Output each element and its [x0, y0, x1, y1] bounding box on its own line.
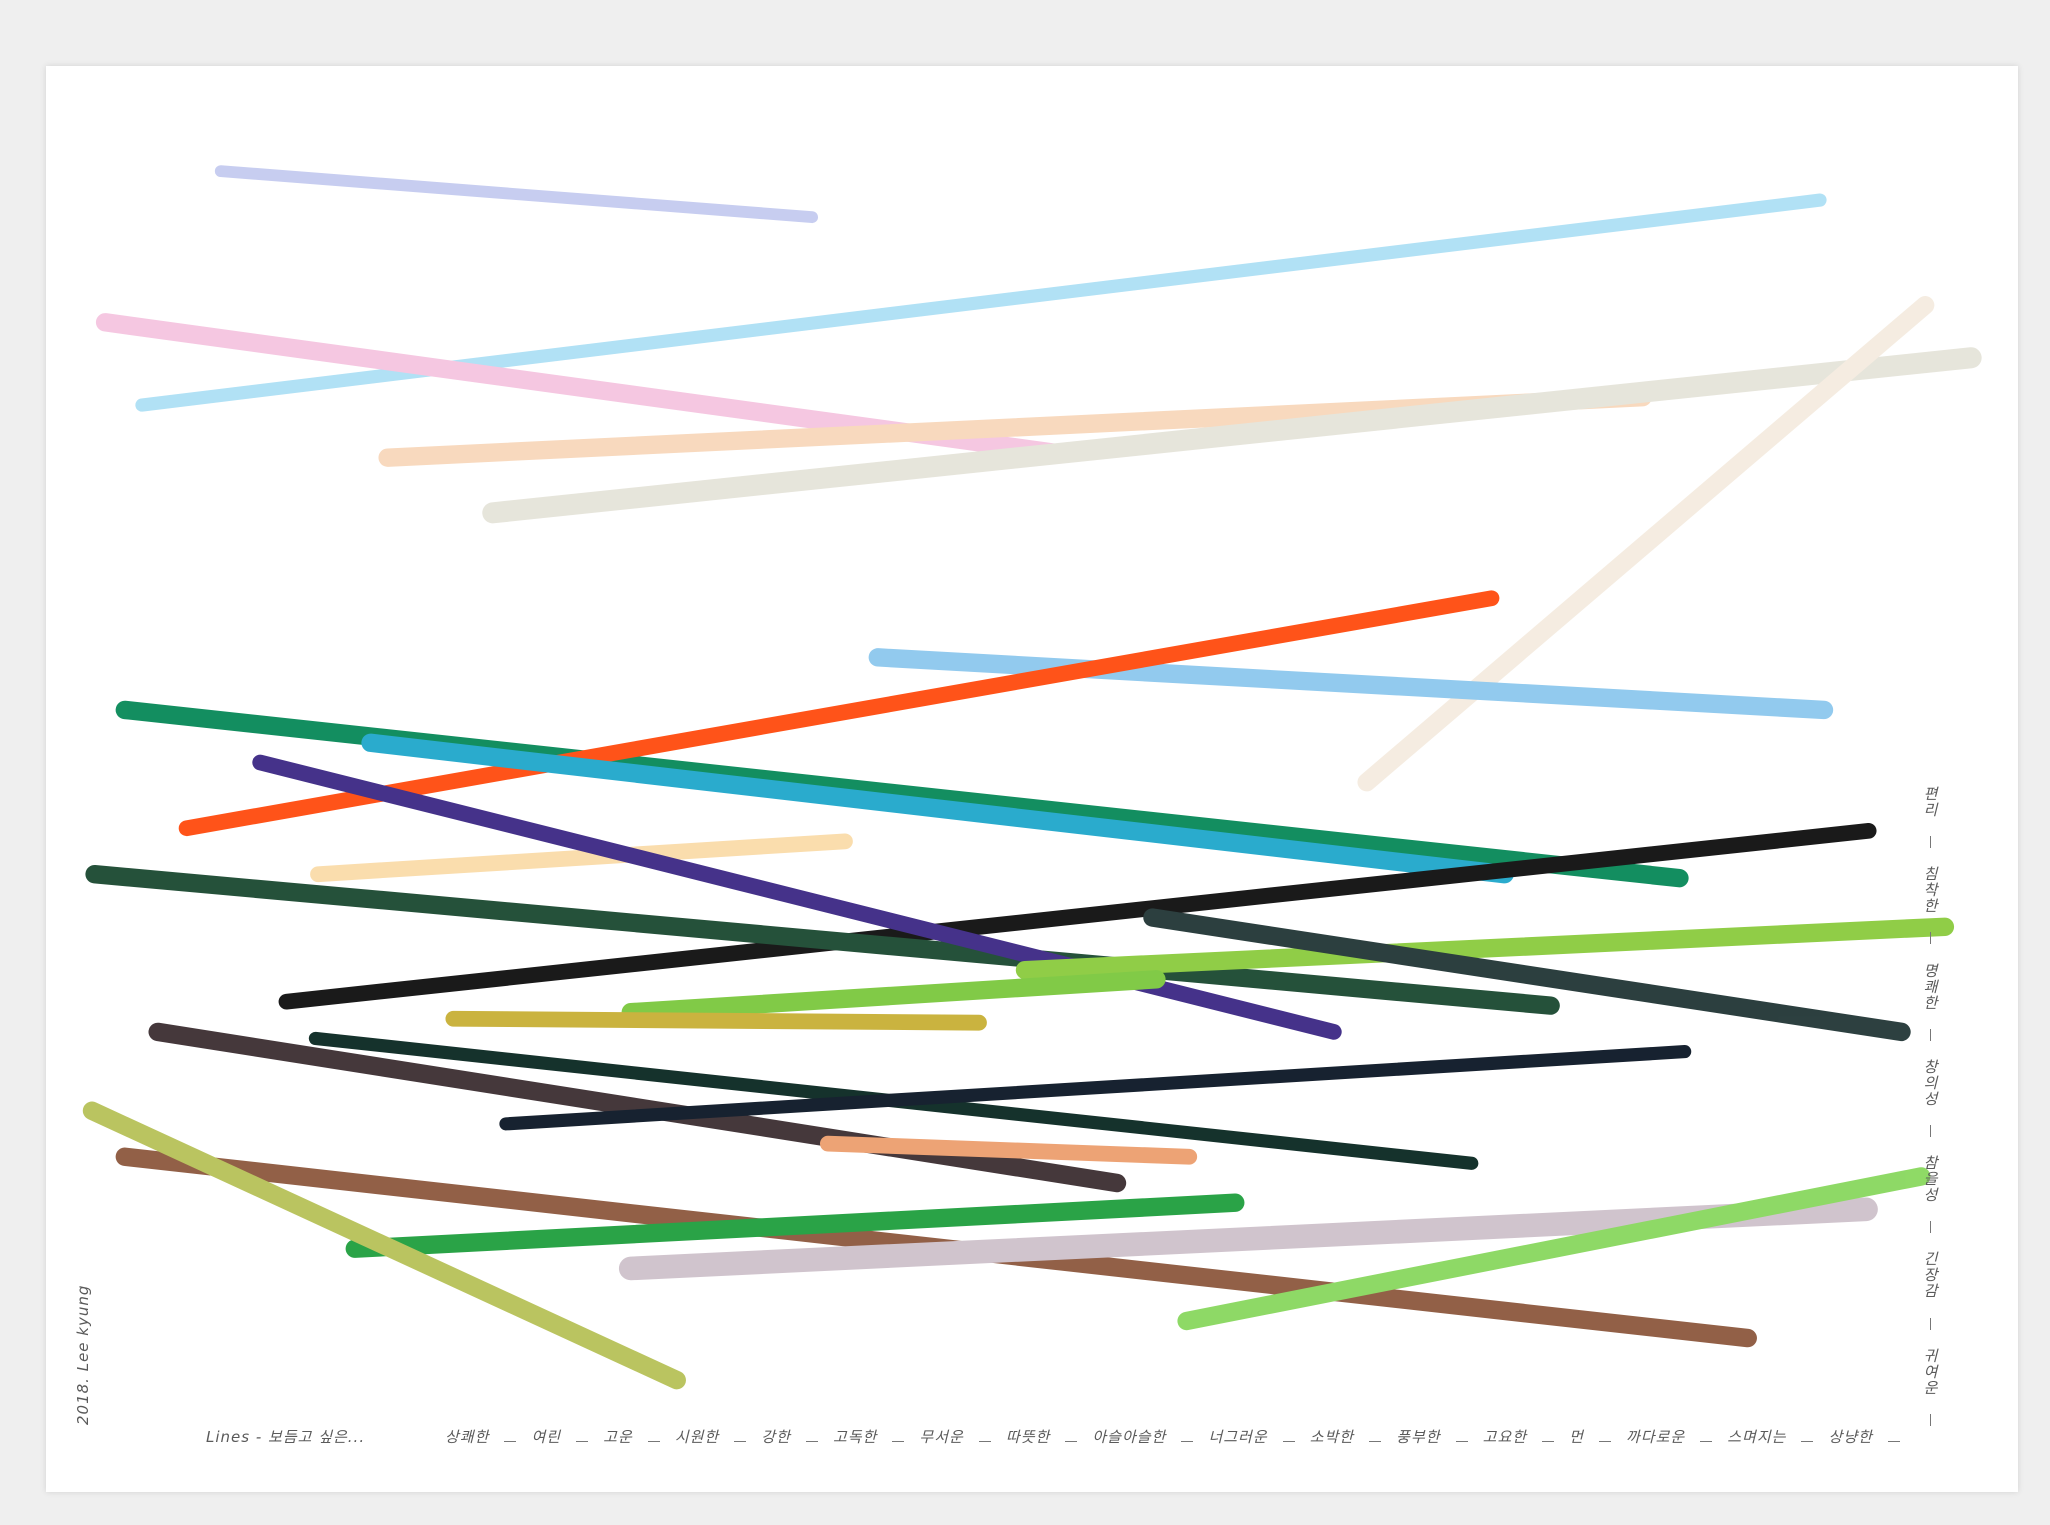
- word: 따뜻한: [1005, 1428, 1051, 1446]
- word: 먼: [1569, 1428, 1584, 1446]
- brush-stroke: [1015, 917, 1955, 980]
- separator: [1930, 836, 1931, 849]
- separator: [1455, 1441, 1468, 1442]
- brush-stroke: [310, 833, 853, 883]
- word: 명쾌한: [1921, 962, 1939, 1011]
- separator: [576, 1441, 589, 1442]
- separator: [1887, 1441, 1900, 1442]
- brush-stroke: [868, 648, 1834, 720]
- brush-stroke: [85, 865, 1560, 1015]
- word: 풍부한: [1396, 1428, 1441, 1446]
- word: 참을성: [1921, 1155, 1939, 1204]
- separator: [1700, 1441, 1713, 1442]
- word: 강한: [761, 1428, 791, 1446]
- separator: [1598, 1441, 1611, 1442]
- brush-stroke: [345, 1193, 1245, 1258]
- word: 상쾌한: [445, 1428, 490, 1446]
- brush-stroke: [499, 1045, 1692, 1131]
- separator: [1542, 1441, 1555, 1442]
- word: 너그러운: [1208, 1428, 1268, 1446]
- separator: [805, 1441, 818, 1442]
- brush-stroke: [135, 193, 1827, 412]
- caption: Lines - 보듬고 싶은...: [206, 1428, 366, 1446]
- separator: [1930, 1317, 1931, 1330]
- separator: [1930, 1124, 1931, 1137]
- word: 스며지는: [1727, 1428, 1787, 1446]
- word: 편리: [1921, 786, 1939, 818]
- brush-stroke: [445, 1010, 987, 1031]
- separator: [892, 1441, 905, 1442]
- separator: [1181, 1441, 1194, 1442]
- separator: [1369, 1441, 1382, 1442]
- word: 귀여운: [1921, 1347, 1939, 1396]
- brush-stroke: [148, 1022, 1127, 1193]
- signature: 2018. Lee kyung: [74, 1284, 92, 1425]
- word: 고운: [603, 1428, 633, 1446]
- word-row: 상쾌한 여린 고운 시원한 강한 고독한 무서운 따뜻한 아슬아슬한 너그러운 소박한 풍부한 고요한 먼…: [445, 1426, 1900, 1447]
- brush-stroke: [1357, 295, 1935, 792]
- word: 상냥한: [1828, 1428, 1873, 1446]
- brush-stroke: [361, 733, 1514, 884]
- word: 시원한: [674, 1428, 720, 1446]
- word: 긴장감: [1921, 1251, 1939, 1300]
- word: 여린: [531, 1428, 562, 1446]
- separator: [1065, 1441, 1078, 1442]
- separator: [504, 1441, 517, 1442]
- brush-stroke: [621, 970, 1166, 1022]
- separator: [1930, 1221, 1931, 1234]
- separator: [1801, 1441, 1814, 1442]
- word: 침착한: [1921, 866, 1939, 915]
- word: 고독한: [832, 1428, 878, 1446]
- word: 아슬아슬한: [1092, 1428, 1167, 1446]
- brush-stroke: [278, 822, 1877, 1010]
- separator: [1282, 1441, 1295, 1442]
- separator: [734, 1441, 747, 1442]
- word: 고요한: [1482, 1428, 1528, 1446]
- brush-stroke: [82, 1101, 686, 1390]
- brush-stroke: [1143, 908, 1911, 1042]
- word: 무서운: [919, 1428, 964, 1446]
- brush-stroke: [482, 347, 1982, 524]
- brush-stroke: [178, 590, 1500, 837]
- separator: [978, 1441, 991, 1442]
- brush-stroke: [820, 1135, 1198, 1165]
- separator: [647, 1441, 660, 1442]
- word: 소박한: [1309, 1428, 1355, 1446]
- word: 까다로운: [1625, 1428, 1686, 1446]
- separator: [1930, 1028, 1931, 1041]
- brush-stroke: [214, 165, 819, 224]
- word: 창의성: [1921, 1058, 1939, 1107]
- brush-stroke: [1177, 1167, 1931, 1331]
- separator: [1930, 1413, 1931, 1426]
- separator: [1930, 932, 1931, 945]
